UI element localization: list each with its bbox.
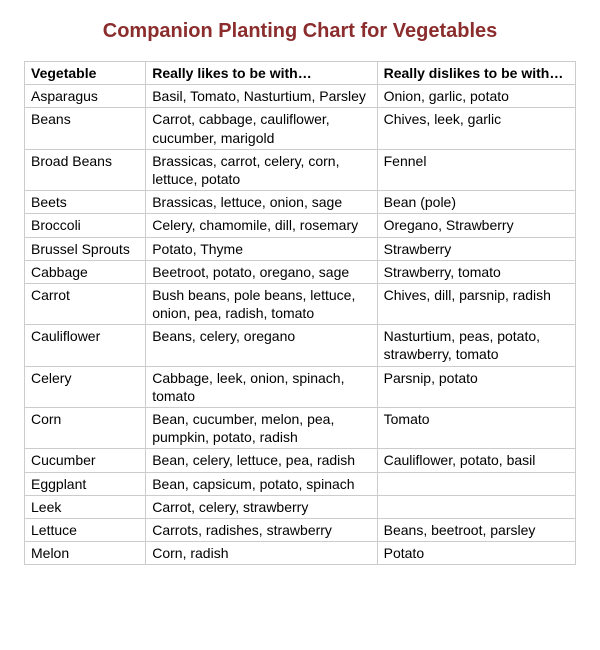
cell-veg: Cauliflower: [25, 325, 146, 366]
table-row: AsparagusBasil, Tomato, Nasturtium, Pars…: [25, 85, 576, 108]
cell-veg: Eggplant: [25, 472, 146, 495]
cell-dislikes: Cauliflower, potato, basil: [377, 449, 575, 472]
cell-likes: Brassicas, lettuce, onion, sage: [146, 191, 377, 214]
cell-veg: Lettuce: [25, 518, 146, 541]
cell-likes: Corn, radish: [146, 542, 377, 565]
cell-dislikes: Strawberry, tomato: [377, 260, 575, 283]
table-row: CabbageBeetroot, potato, oregano, sageSt…: [25, 260, 576, 283]
cell-veg: Cucumber: [25, 449, 146, 472]
table-row: CornBean, cucumber, melon, pea, pumpkin,…: [25, 408, 576, 449]
table-row: CucumberBean, celery, lettuce, pea, radi…: [25, 449, 576, 472]
cell-likes: Bean, cucumber, melon, pea, pumpkin, pot…: [146, 408, 377, 449]
cell-veg: Celery: [25, 366, 146, 407]
cell-likes: Carrot, cabbage, cauliflower, cucumber, …: [146, 108, 377, 149]
cell-likes: Beetroot, potato, oregano, sage: [146, 260, 377, 283]
cell-likes: Bean, celery, lettuce, pea, radish: [146, 449, 377, 472]
cell-likes: Brassicas, carrot, celery, corn, lettuce…: [146, 149, 377, 190]
col-likes: Really likes to be with…: [146, 62, 377, 85]
table-row: CarrotBush beans, pole beans, lettuce, o…: [25, 283, 576, 324]
table-row: BroccoliCelery, chamomile, dill, rosemar…: [25, 214, 576, 237]
table-row: MelonCorn, radishPotato: [25, 542, 576, 565]
page-title: Companion Planting Chart for Vegetables: [24, 20, 576, 43]
cell-dislikes: Tomato: [377, 408, 575, 449]
cell-likes: Carrots, radishes, strawberry: [146, 518, 377, 541]
cell-dislikes: [377, 472, 575, 495]
cell-dislikes: Chives, leek, garlic: [377, 108, 575, 149]
cell-veg: Melon: [25, 542, 146, 565]
cell-likes: Bean, capsicum, potato, spinach: [146, 472, 377, 495]
table-row: BeansCarrot, cabbage, cauliflower, cucum…: [25, 108, 576, 149]
table-row: CeleryCabbage, leek, onion, spinach, tom…: [25, 366, 576, 407]
cell-likes: Basil, Tomato, Nasturtium, Parsley: [146, 85, 377, 108]
cell-dislikes: Potato: [377, 542, 575, 565]
cell-likes: Potato, Thyme: [146, 237, 377, 260]
cell-veg: Beans: [25, 108, 146, 149]
cell-dislikes: [377, 495, 575, 518]
cell-veg: Leek: [25, 495, 146, 518]
cell-dislikes: Onion, garlic, potato: [377, 85, 575, 108]
col-dislikes: Really dislikes to be with…: [377, 62, 575, 85]
table-row: CauliflowerBeans, celery, oreganoNasturt…: [25, 325, 576, 366]
table-row: LettuceCarrots, radishes, strawberryBean…: [25, 518, 576, 541]
table-row: Broad BeansBrassicas, carrot, celery, co…: [25, 149, 576, 190]
cell-dislikes: Strawberry: [377, 237, 575, 260]
table-header-row: Vegetable Really likes to be with… Reall…: [25, 62, 576, 85]
cell-likes: Carrot, celery, strawberry: [146, 495, 377, 518]
cell-dislikes: Parsnip, potato: [377, 366, 575, 407]
companion-table: Vegetable Really likes to be with… Reall…: [24, 61, 576, 565]
table-row: Brussel SproutsPotato, ThymeStrawberry: [25, 237, 576, 260]
col-vegetable: Vegetable: [25, 62, 146, 85]
cell-dislikes: Beans, beetroot, parsley: [377, 518, 575, 541]
cell-dislikes: Fennel: [377, 149, 575, 190]
cell-likes: Cabbage, leek, onion, spinach, tomato: [146, 366, 377, 407]
cell-likes: Bush beans, pole beans, lettuce, onion, …: [146, 283, 377, 324]
cell-dislikes: Bean (pole): [377, 191, 575, 214]
cell-likes: Celery, chamomile, dill, rosemary: [146, 214, 377, 237]
table-row: LeekCarrot, celery, strawberry: [25, 495, 576, 518]
cell-dislikes: Chives, dill, parsnip, radish: [377, 283, 575, 324]
cell-veg: Broad Beans: [25, 149, 146, 190]
table-row: BeetsBrassicas, lettuce, onion, sageBean…: [25, 191, 576, 214]
cell-likes: Beans, celery, oregano: [146, 325, 377, 366]
cell-veg: Carrot: [25, 283, 146, 324]
cell-veg: Brussel Sprouts: [25, 237, 146, 260]
cell-veg: Corn: [25, 408, 146, 449]
cell-dislikes: Nasturtium, peas, potato, strawberry, to…: [377, 325, 575, 366]
table-row: EggplantBean, capsicum, potato, spinach: [25, 472, 576, 495]
cell-veg: Beets: [25, 191, 146, 214]
cell-veg: Cabbage: [25, 260, 146, 283]
cell-dislikes: Oregano, Strawberry: [377, 214, 575, 237]
cell-veg: Asparagus: [25, 85, 146, 108]
cell-veg: Broccoli: [25, 214, 146, 237]
